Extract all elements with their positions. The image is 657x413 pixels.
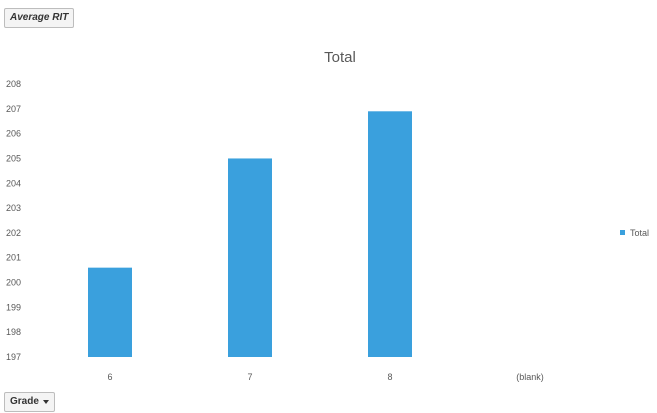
x-axis: 6 7 8 (blank) — [107, 372, 543, 382]
legend-label-total: Total — [630, 228, 649, 238]
y-tick-label: 206 — [6, 129, 21, 139]
y-tick-label: 203 — [6, 203, 21, 213]
x-tick-label: (blank) — [516, 372, 544, 382]
y-tick-label: 200 — [6, 278, 21, 288]
y-tick-label: 208 — [6, 79, 21, 89]
chevron-down-icon[interactable] — [42, 400, 49, 404]
y-tick-label: 207 — [6, 104, 21, 114]
grade-field-label: Grade — [10, 396, 39, 407]
bars-group — [88, 111, 412, 357]
y-tick-label: 204 — [6, 178, 21, 188]
bar-7 — [228, 158, 272, 357]
grade-field-button[interactable]: Grade — [4, 392, 55, 412]
value-field-label: Average RIT — [10, 12, 69, 23]
y-tick-label: 202 — [6, 228, 21, 238]
x-tick-label: 6 — [107, 372, 112, 382]
value-field-button[interactable]: Average RIT — [4, 8, 75, 28]
chart-title: Total — [324, 49, 356, 66]
y-tick-label: 198 — [6, 327, 21, 337]
bar-8 — [368, 111, 412, 357]
x-tick-label: 7 — [247, 372, 252, 382]
y-tick-label: 197 — [6, 352, 21, 362]
y-axis: 197 198 199 200 201 202 203 204 205 206 207 208 — [6, 79, 21, 362]
x-tick-label: 8 — [387, 372, 392, 382]
bar-6 — [88, 267, 132, 357]
y-tick-label: 199 — [6, 302, 21, 312]
y-tick-label: 201 — [6, 253, 21, 263]
y-tick-label: 205 — [6, 153, 21, 163]
legend-swatch-total — [620, 230, 625, 235]
legend: Total — [620, 228, 649, 238]
